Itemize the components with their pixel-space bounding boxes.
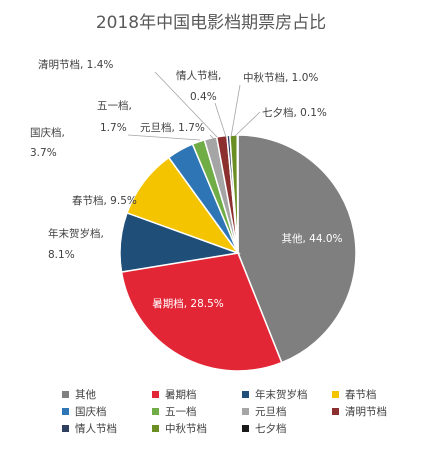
legend-swatch [332, 408, 339, 415]
legend-swatch [242, 391, 249, 398]
slice-label-4-1: 3.7% [30, 147, 57, 159]
legend-swatch [152, 391, 159, 398]
slice-label-1: 暑期档, 28.5% [152, 297, 224, 310]
legend-item-6: 元旦档 [242, 404, 332, 419]
slice-label-5-0: 五一档, [97, 99, 132, 112]
legend-item-2: 年末贺岁档 [242, 387, 332, 402]
legend-item-9: 中秋节档 [152, 421, 242, 436]
leader-line-6 [209, 134, 216, 141]
legend-swatch [62, 391, 69, 398]
legend-item-7: 清明节档 [332, 404, 412, 419]
legend-swatch [152, 425, 159, 432]
legend: 其他 暑期档 年末贺岁档 春节档国庆档 五一档 元旦档 清明节档情人节档 中秋节档 七夕档 [62, 387, 402, 436]
legend-label: 中秋节档 [165, 423, 207, 435]
slice-label-0: 其他, 44.0% [281, 232, 342, 245]
leader-line-8 [214, 102, 227, 138]
legend-label: 暑期档 [165, 389, 197, 401]
legend-swatch [62, 408, 69, 415]
legend-swatch [242, 425, 249, 432]
slice-label-5-1: 1.7% [100, 122, 127, 134]
legend-label: 春节档 [345, 389, 377, 401]
slice-label-9-0: 中秋节档, 1.0% [243, 71, 318, 84]
legend-item-0: 其他 [62, 387, 152, 402]
slice-label-2-1: 8.1% [48, 249, 75, 261]
slice-label-6-0: 元旦档, 1.7% [140, 121, 205, 134]
legend-swatch [332, 391, 339, 398]
leader-line-9 [230, 84, 241, 138]
slice-label-8-0: 情人节档, [176, 69, 221, 82]
leader-line-7 [154, 71, 218, 138]
slice-label-10-0: 七夕档, 0.1% [262, 106, 327, 119]
chart-title: 2018年中国电影档期票房占比 [95, 13, 327, 33]
legend-item-8: 情人节档 [62, 421, 152, 436]
slice-label-2-0: 年末贺岁档, [48, 227, 104, 240]
legend-label: 五一档 [165, 406, 197, 418]
pie-slice-1 [120, 252, 283, 372]
slice-label-7-0: 清明节档, 1.4% [38, 58, 113, 71]
legend-swatch [242, 408, 249, 415]
pie-slice-0 [237, 134, 357, 364]
leader-line-10 [234, 111, 261, 137]
legend-label: 情人节档 [75, 423, 117, 435]
slice-label-8-1: 0.4% [190, 91, 217, 103]
legend-item-5: 五一档 [152, 404, 242, 419]
legend-label: 年末贺岁档 [255, 389, 308, 401]
legend-label: 七夕档 [255, 423, 287, 435]
legend-label: 其他 [75, 389, 96, 401]
legend-item-3: 春节档 [332, 387, 412, 402]
legend-item-1: 暑期档 [152, 387, 242, 402]
legend-label: 国庆档 [75, 406, 107, 418]
legend-item-10: 七夕档 [242, 421, 332, 436]
legend-swatch [152, 408, 159, 415]
slice-label-4-0: 国庆档, [30, 126, 65, 139]
pie-slice-10 [236, 134, 239, 254]
legend-label: 清明节档 [345, 406, 387, 418]
pie-chart: 其他, 44.0% 暑期档, 28.5% 年末贺岁档, 8.1% 春节档, 9.5% 国庆… [30, 58, 357, 372]
legend-swatch [62, 425, 69, 432]
legend-item-4: 国庆档 [62, 404, 152, 419]
legend-label: 元旦档 [255, 406, 287, 418]
leader-line-5 [127, 134, 201, 141]
slice-label-3-0: 春节档, 9.5% [72, 194, 137, 207]
